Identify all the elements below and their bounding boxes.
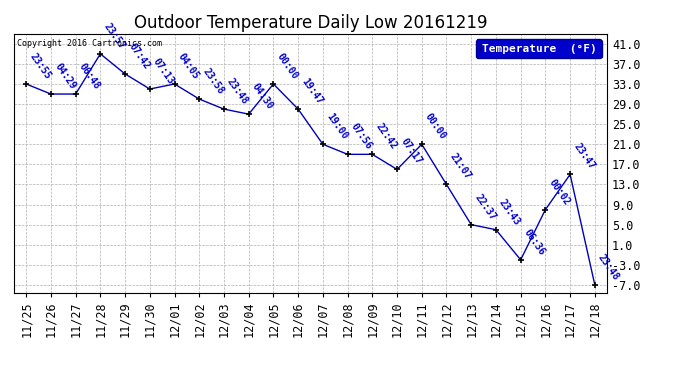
Text: 00:00: 00:00 (275, 51, 300, 81)
Text: 19:00: 19:00 (324, 112, 349, 141)
Text: 06:36: 06:36 (522, 227, 547, 257)
Text: 23:47: 23:47 (571, 142, 597, 172)
Text: 07:42: 07:42 (126, 41, 152, 71)
Text: 04:29: 04:29 (52, 62, 77, 91)
Text: 22:42: 22:42 (374, 122, 399, 152)
Text: Copyright 2016 Cartronics.com: Copyright 2016 Cartronics.com (17, 39, 161, 48)
Text: 23:48: 23:48 (226, 76, 250, 106)
Text: 07:17: 07:17 (398, 137, 424, 166)
Text: 07:56: 07:56 (349, 122, 374, 152)
Text: 21:07: 21:07 (448, 152, 473, 182)
Text: 06:48: 06:48 (77, 62, 102, 91)
Text: 22:37: 22:37 (473, 192, 497, 222)
Text: 23:58: 23:58 (201, 66, 226, 96)
Text: 19:47: 19:47 (299, 76, 324, 106)
Text: 00:00: 00:00 (423, 112, 448, 141)
Text: 07:13: 07:13 (151, 57, 176, 86)
Text: 04:30: 04:30 (250, 81, 275, 111)
Text: 04:05: 04:05 (176, 51, 201, 81)
Text: 23:57: 23:57 (101, 21, 127, 51)
Text: 23:48: 23:48 (596, 252, 621, 282)
Legend: Temperature  (°F): Temperature (°F) (476, 39, 602, 58)
Text: 00:02: 00:02 (546, 177, 572, 207)
Text: 23:43: 23:43 (497, 197, 522, 227)
Text: 23:55: 23:55 (28, 51, 52, 81)
Title: Outdoor Temperature Daily Low 20161219: Outdoor Temperature Daily Low 20161219 (134, 14, 487, 32)
